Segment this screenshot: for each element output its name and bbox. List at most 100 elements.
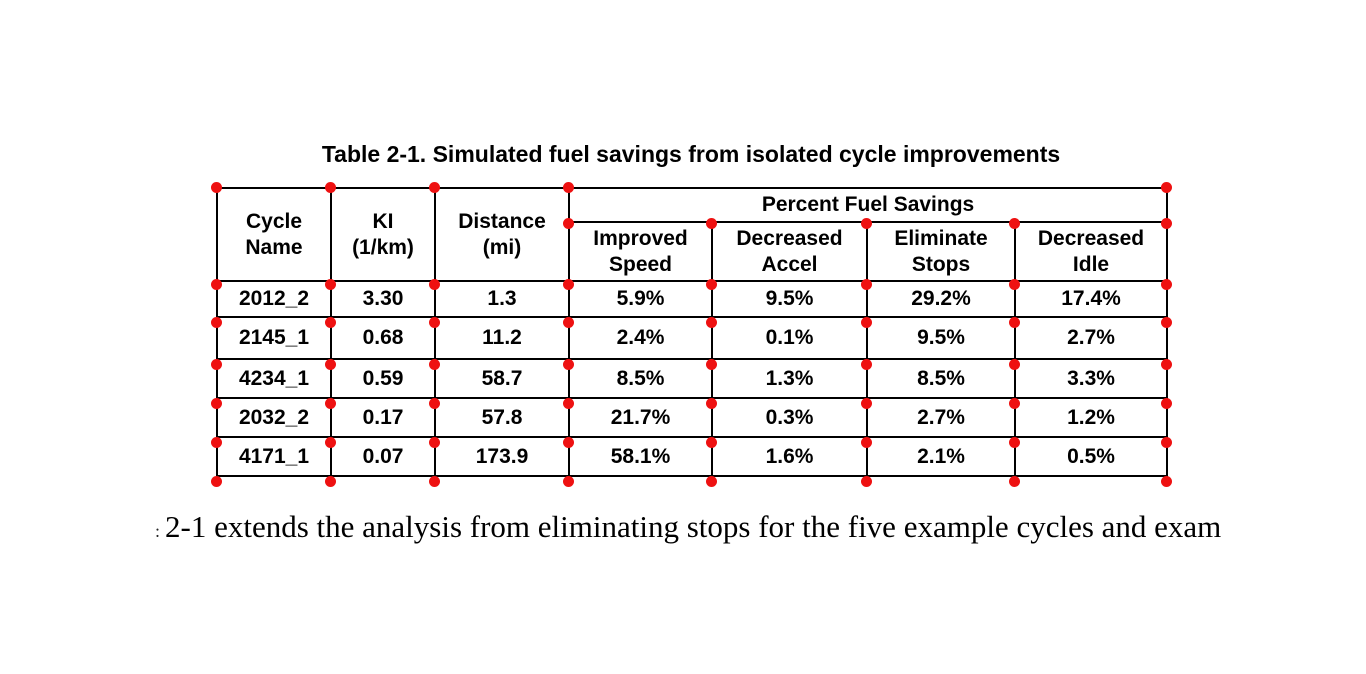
grid-intersection-dot <box>1008 358 1020 370</box>
grid-intersection-dot <box>1008 278 1020 290</box>
cell-improved-speed: 58.1% <box>568 436 713 477</box>
grid-intersection-dot <box>1160 181 1172 193</box>
grid-intersection-dot <box>562 475 574 487</box>
grid-intersection-dot <box>1160 475 1172 487</box>
grid-intersection-dot <box>324 358 336 370</box>
table-caption: Table 2-1. Simulated fuel savings from i… <box>321 141 1061 167</box>
grid-intersection-dot <box>1008 436 1020 448</box>
grid-intersection-dot <box>705 475 717 487</box>
grid-intersection-dot <box>562 181 574 193</box>
grid-intersection-dot <box>860 217 872 229</box>
cell-decreased-idle: 2.7% <box>1013 316 1169 360</box>
col-header-distance: Distance (mi) <box>434 187 570 282</box>
cell-improved-speed: 5.9% <box>568 280 713 318</box>
cell-improved-speed: 8.5% <box>568 358 713 399</box>
fuel-savings-table: Cycle Name KI (1/km) Distance (mi) Perce… <box>216 187 1169 477</box>
grid-intersection-dot <box>860 358 872 370</box>
cell-cycle-name: 2032_2 <box>216 397 332 438</box>
col-group-percent-fuel-savings: Percent Fuel Savings <box>567 187 1169 223</box>
cell-decreased-accel: 9.5% <box>711 280 868 318</box>
grid-intersection-dot <box>324 475 336 487</box>
cell-ki: 0.59 <box>330 358 436 399</box>
cell-decreased-idle: 0.5% <box>1013 436 1169 477</box>
grid-intersection-dot <box>705 436 717 448</box>
cell-distance: 57.8 <box>434 397 570 438</box>
grid-intersection-dot <box>860 397 872 409</box>
cell-distance: 11.2 <box>434 316 570 360</box>
grid-intersection-dot <box>210 181 222 193</box>
col-header-decreased-accel: Decreased Accel <box>711 221 868 282</box>
body-text: 2-1 extends the analysis from eliminatin… <box>165 509 1222 544</box>
grid-intersection-dot <box>705 358 717 370</box>
cell-cycle-name: 2012_2 <box>216 280 332 318</box>
grid-intersection-dot <box>210 397 222 409</box>
table-row: 2032_2 0.17 57.8 21.7% 0.3% 2.7% 1.2% <box>216 397 1169 438</box>
grid-intersection-dot <box>860 316 872 328</box>
grid-intersection-dot <box>324 436 336 448</box>
grid-intersection-dot <box>562 436 574 448</box>
grid-intersection-dot <box>1160 436 1172 448</box>
grid-intersection-dot <box>860 278 872 290</box>
cell-ki: 0.17 <box>330 397 436 438</box>
table-row: 4171_1 0.07 173.9 58.1% 1.6% 2.1% 0.5% <box>216 436 1169 477</box>
grid-intersection-dot <box>860 475 872 487</box>
grid-intersection-dot <box>210 278 222 290</box>
grid-intersection-dot <box>1160 217 1172 229</box>
col-header-ki: KI (1/km) <box>330 187 436 282</box>
grid-intersection-dot <box>428 475 440 487</box>
clipped-character-fragment: : <box>155 521 161 541</box>
cell-eliminate-stops: 8.5% <box>866 358 1016 399</box>
grid-intersection-dot <box>210 358 222 370</box>
grid-intersection-dot <box>705 217 717 229</box>
col-header-cycle-name: Cycle Name <box>216 187 332 282</box>
grid-intersection-dot <box>428 358 440 370</box>
grid-intersection-dot <box>705 316 717 328</box>
grid-intersection-dot <box>210 475 222 487</box>
grid-intersection-dot <box>1160 397 1172 409</box>
cell-ki: 0.07 <box>330 436 436 477</box>
grid-intersection-dot <box>324 397 336 409</box>
col-header-decreased-idle: Decreased Idle <box>1013 221 1169 282</box>
cell-eliminate-stops: 2.1% <box>866 436 1016 477</box>
cell-decreased-accel: 1.3% <box>711 358 868 399</box>
cell-decreased-idle: 17.4% <box>1013 280 1169 318</box>
cell-cycle-name: 4234_1 <box>216 358 332 399</box>
grid-intersection-dot <box>1008 316 1020 328</box>
header-row-sub: Improved Speed Decreased Accel Eliminate… <box>217 221 1169 282</box>
cell-eliminate-stops: 2.7% <box>866 397 1016 438</box>
cell-ki: 0.68 <box>330 316 436 360</box>
grid-intersection-dot <box>324 181 336 193</box>
cell-decreased-accel: 0.1% <box>711 316 868 360</box>
grid-intersection-dot <box>1160 358 1172 370</box>
cell-distance: 1.3 <box>434 280 570 318</box>
grid-intersection-dot <box>562 358 574 370</box>
grid-intersection-dot <box>705 278 717 290</box>
cell-decreased-idle: 3.3% <box>1013 358 1169 399</box>
grid-intersection-dot <box>562 217 574 229</box>
body-text-line: :2-1 extends the analysis from eliminati… <box>155 509 1366 545</box>
cell-decreased-accel: 1.6% <box>711 436 868 477</box>
table-row: 2012_2 3.30 1.3 5.9% 9.5% 29.2% 17.4% <box>216 280 1169 318</box>
grid-intersection-dot <box>1008 397 1020 409</box>
cell-distance: 173.9 <box>434 436 570 477</box>
grid-intersection-dot <box>562 397 574 409</box>
grid-intersection-dot <box>562 316 574 328</box>
cell-improved-speed: 21.7% <box>568 397 713 438</box>
grid-intersection-dot <box>1160 278 1172 290</box>
grid-intersection-dot <box>1008 475 1020 487</box>
grid-intersection-dot <box>324 316 336 328</box>
table-row: 4234_1 0.59 58.7 8.5% 1.3% 8.5% 3.3% <box>216 358 1169 399</box>
grid-intersection-dot <box>324 278 336 290</box>
grid-intersection-dot <box>210 436 222 448</box>
grid-intersection-dot <box>428 278 440 290</box>
col-header-improved-speed: Improved Speed <box>568 221 713 282</box>
grid-intersection-dot <box>1160 316 1172 328</box>
grid-intersection-dot <box>562 278 574 290</box>
cell-distance: 58.7 <box>434 358 570 399</box>
grid-intersection-dot <box>428 316 440 328</box>
grid-intersection-dot <box>705 397 717 409</box>
grid-intersection-dot <box>428 181 440 193</box>
cell-eliminate-stops: 29.2% <box>866 280 1016 318</box>
table-row: 2145_1 0.68 11.2 2.4% 0.1% 9.5% 2.7% <box>216 316 1169 360</box>
